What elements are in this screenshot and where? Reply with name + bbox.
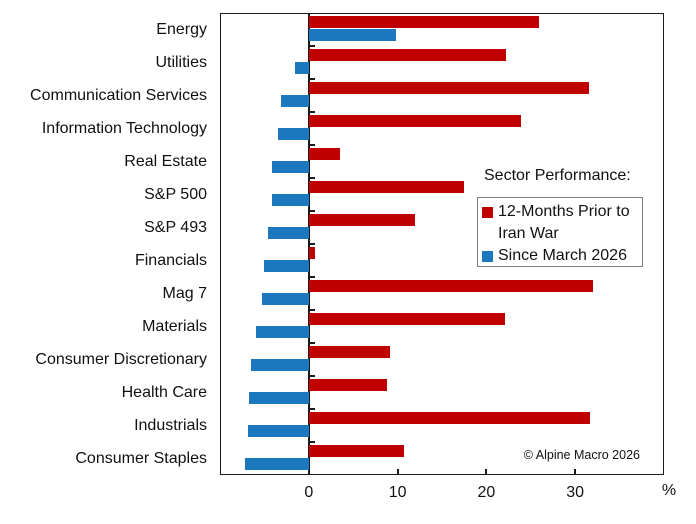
bar-since-march-2026-financials	[264, 260, 309, 272]
bar-since-march-2026-real-estate	[272, 161, 309, 173]
category-boundary-tick	[308, 45, 315, 47]
bar-prior-iran-war-materials	[308, 313, 506, 325]
legend-entry-12-months-prior-to-iran-war: 12-Months Prior to Iran War	[482, 201, 642, 245]
bar-prior-iran-war-health-care	[308, 379, 387, 391]
bar-prior-iran-war-real-estate	[308, 148, 340, 160]
bar-prior-iran-war-consumer-staples	[308, 445, 404, 457]
bar-prior-iran-war-communication-services	[308, 82, 590, 94]
bar-prior-iran-war-information-technology	[308, 115, 522, 127]
category-boundary-tick	[308, 441, 315, 443]
category-label: S&P 500	[144, 185, 207, 203]
bar-since-march-2026-industrials	[247, 425, 309, 437]
legend-entry-since-march-2026: Since March 2026	[482, 245, 642, 267]
bar-prior-iran-war-utilities	[308, 49, 506, 61]
bar-since-march-2026-consumer-staples	[244, 458, 309, 470]
category-label: Health Care	[121, 383, 207, 401]
bar-since-march-2026-energy	[308, 29, 396, 41]
bar-prior-iran-war-financials	[308, 247, 315, 259]
bar-prior-iran-war-industrials	[308, 412, 591, 424]
bar-since-march-2026-materials	[256, 326, 309, 338]
category-boundary-tick	[308, 144, 315, 146]
category-boundary-tick	[308, 210, 315, 212]
category-label: Information Technology	[41, 119, 207, 137]
bar-since-march-2026-consumer-discretionary	[251, 359, 309, 371]
category-label: S&P 493	[144, 218, 207, 236]
bar-since-march-2026-mag-7	[261, 293, 309, 305]
bar-prior-iran-war-energy	[308, 16, 539, 28]
bar-prior-iran-war-s-p-500	[308, 181, 465, 193]
x-axis-tick	[485, 468, 488, 474]
bar-since-march-2026-s-p-500	[271, 194, 309, 206]
x-axis-tick	[574, 468, 577, 474]
category-label: Communication Services	[30, 86, 207, 104]
category-label: Mag 7	[162, 284, 207, 302]
category-boundary-tick	[308, 342, 315, 344]
category-label: Real Estate	[124, 152, 207, 170]
category-boundary-tick	[308, 309, 315, 311]
category-label: Utilities	[155, 53, 207, 71]
x-axis-tick-label: 10	[388, 484, 407, 501]
bar-since-march-2026-communication-services	[281, 95, 309, 107]
x-axis-tick-label: 30	[566, 484, 585, 501]
category-label: Consumer Discretionary	[35, 350, 207, 368]
legend: 12-Months Prior to Iran War Since March 20…	[477, 197, 643, 267]
category-boundary-tick	[308, 78, 315, 80]
category-label: Financials	[134, 251, 207, 269]
bar-since-march-2026-information-technology	[277, 128, 309, 140]
category-boundary-tick	[308, 111, 315, 113]
legend-entry-label: 12-Months Prior to Iran War	[498, 203, 630, 242]
category-label: Industrials	[134, 416, 207, 434]
category-boundary-tick	[308, 276, 315, 278]
category-label: Consumer Staples	[75, 449, 207, 467]
category-boundary-tick	[308, 408, 315, 410]
copyright-note: © Alpine Macro 2026	[523, 448, 640, 462]
category-boundary-tick	[308, 243, 315, 245]
bar-since-march-2026-s-p-493	[267, 227, 309, 239]
bar-since-march-2026-utilities	[294, 62, 309, 74]
category-boundary-tick	[308, 177, 315, 179]
x-axis-tick	[396, 468, 399, 474]
legend-swatch-icon	[482, 251, 493, 262]
x-axis-tick-label: 20	[477, 484, 496, 501]
legend-title: Sector Performance:	[484, 167, 631, 184]
category-boundary-tick	[308, 375, 315, 377]
category-label: Materials	[142, 317, 207, 335]
bar-prior-iran-war-s-p-493	[308, 214, 416, 226]
bar-since-march-2026-health-care	[249, 392, 309, 404]
legend-entry-label: Since March 2026	[498, 247, 627, 264]
category-label: Energy	[156, 20, 207, 38]
x-axis-tick-label: 0	[304, 484, 314, 501]
x-axis-unit-label: %	[661, 482, 677, 499]
legend-swatch-icon	[482, 207, 493, 218]
bar-prior-iran-war-mag-7	[308, 280, 593, 292]
bar-prior-iran-war-consumer-discretionary	[308, 346, 391, 358]
